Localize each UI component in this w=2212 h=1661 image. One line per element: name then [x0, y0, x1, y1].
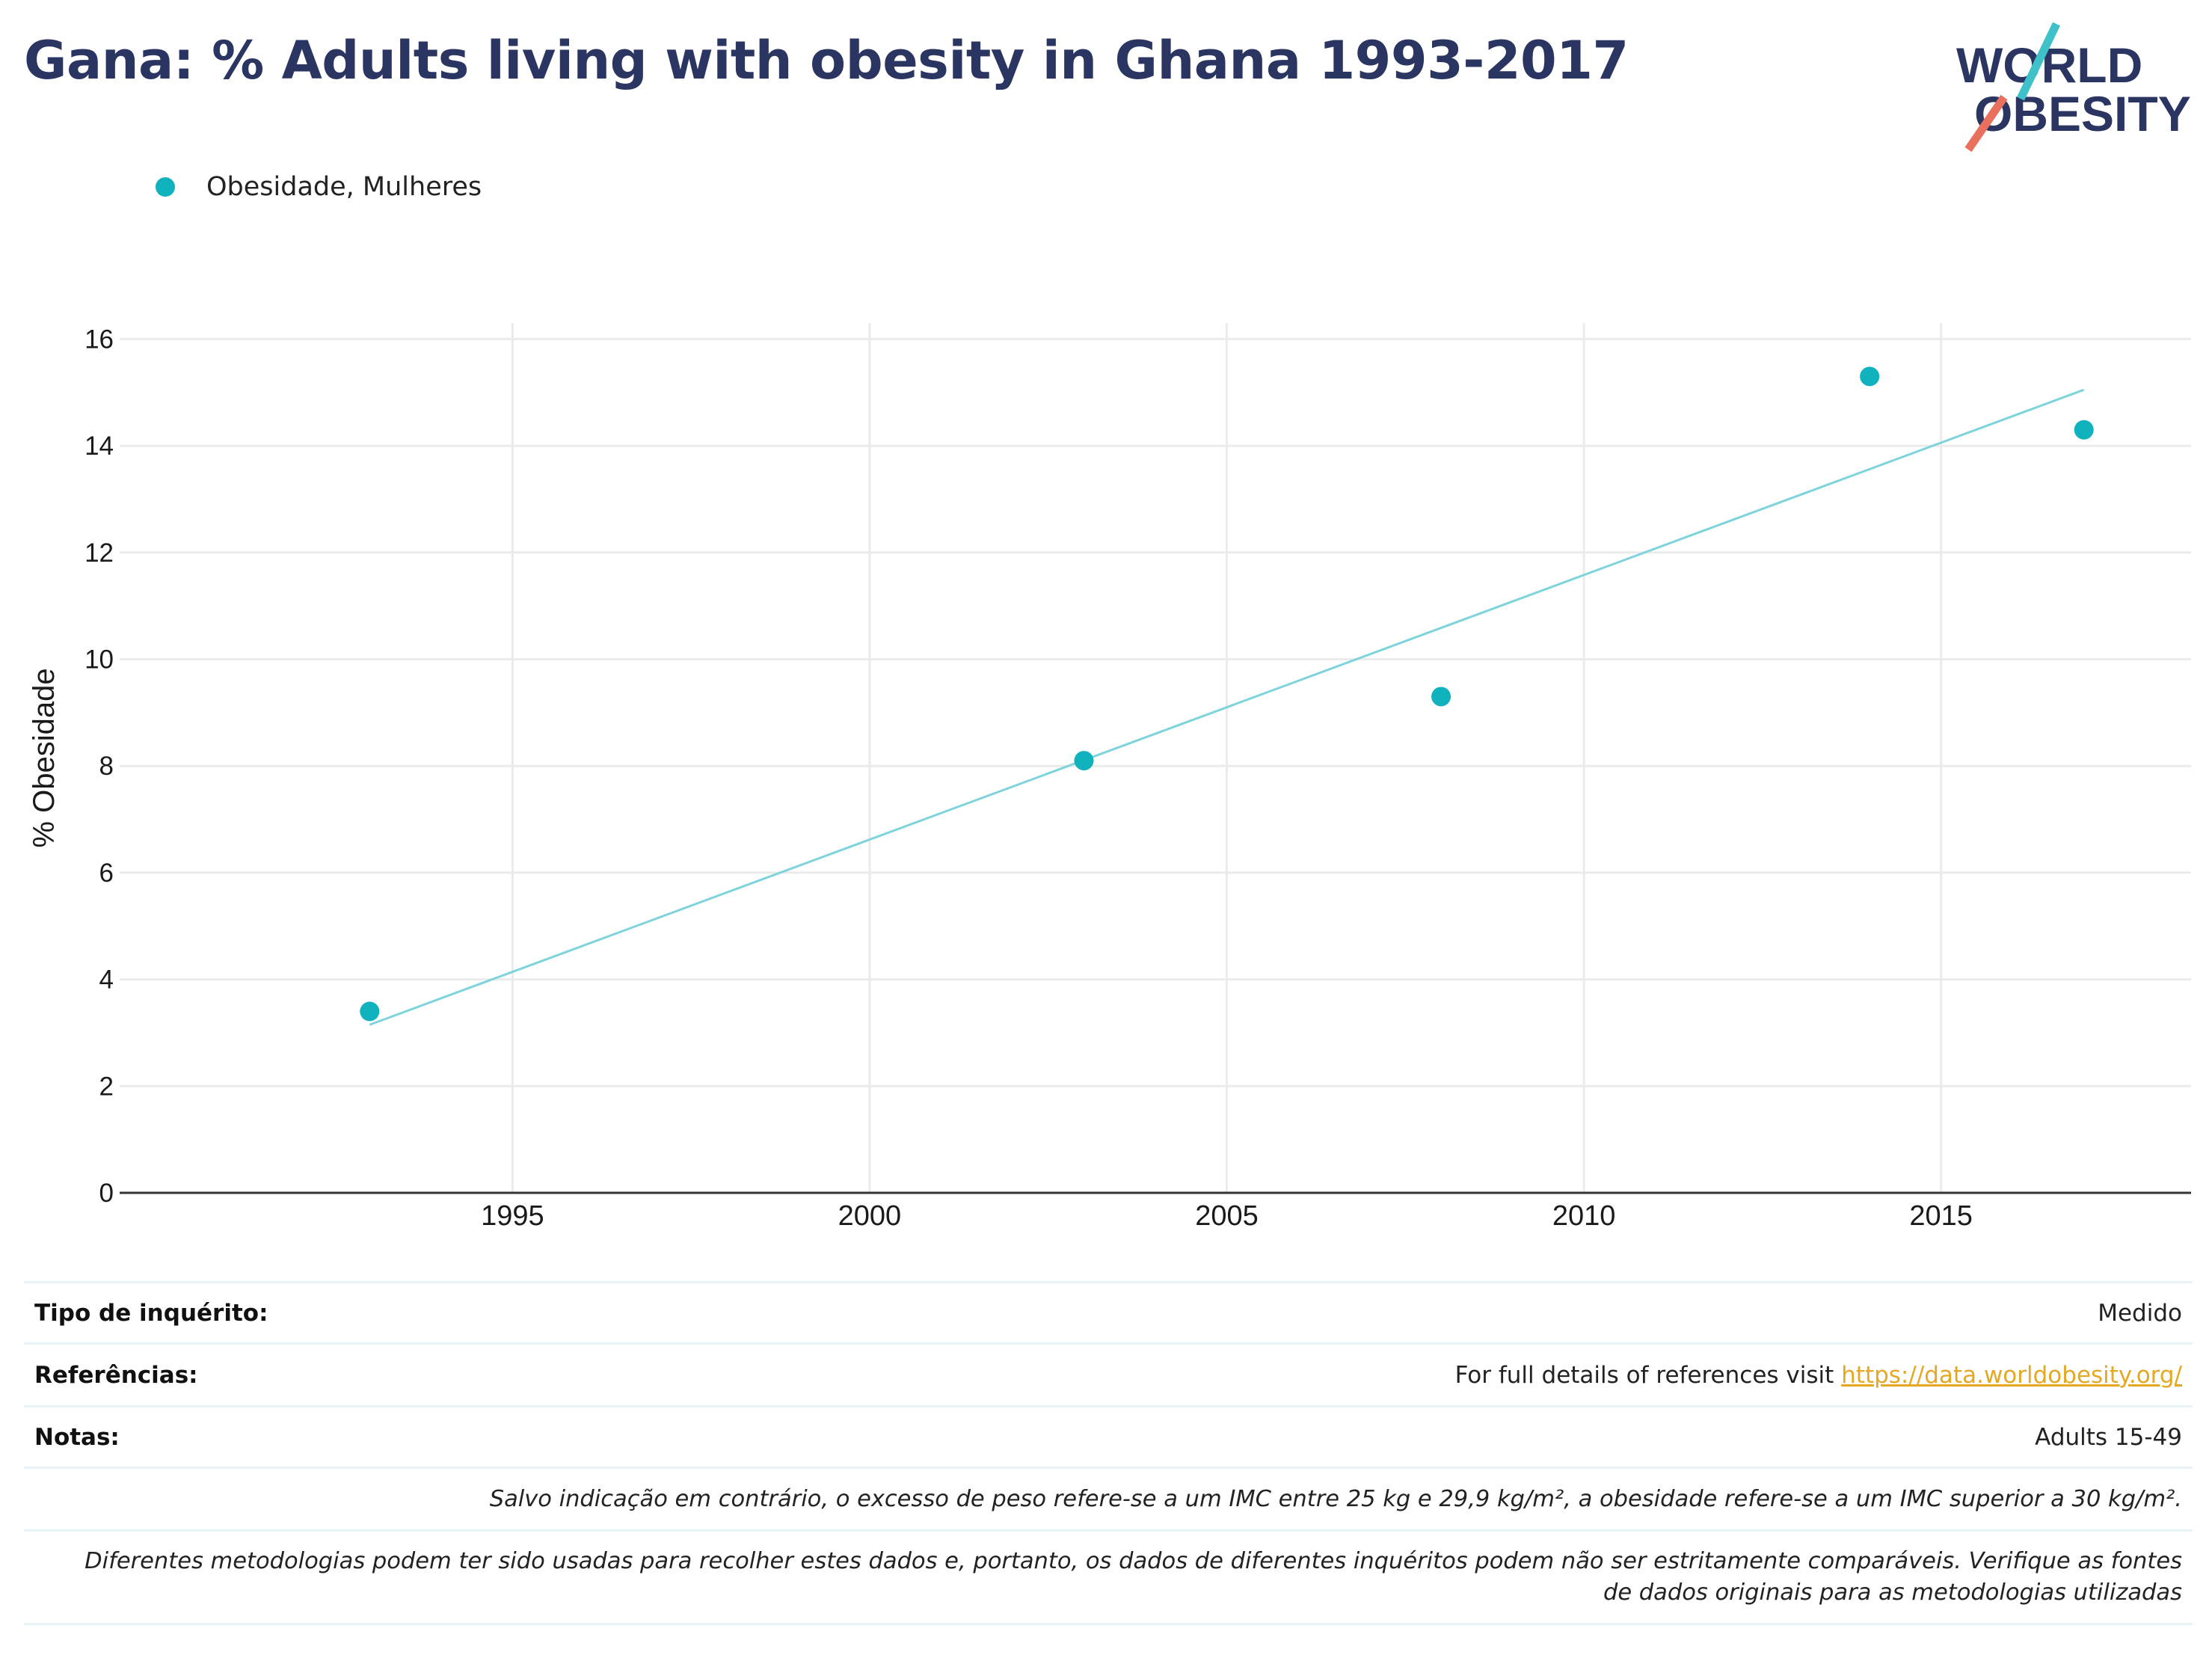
y-tick-label: 2	[99, 1072, 114, 1101]
notes-row: Notas: Adults 15-49	[24, 1405, 2193, 1467]
bmi-note: Salvo indicação em contrário, o excesso …	[489, 1485, 2182, 1512]
methods-note: Diferentes metodologias podem ter sido u…	[34, 1546, 2182, 1609]
y-tick-label: 14	[85, 432, 114, 461]
notes-label: Notas:	[34, 1423, 120, 1451]
references-text: For full details of references visit	[1454, 1361, 1842, 1389]
x-tick-label: 2000	[838, 1200, 902, 1232]
x-tick-label: 2010	[1552, 1200, 1616, 1232]
bmi-note-row: Salvo indicação em contrário, o excesso …	[24, 1467, 2193, 1529]
data-point	[1074, 751, 1094, 771]
methods-note-line-1: Diferentes metodologias podem ter sido u…	[85, 1548, 2182, 1574]
y-tick-label: 10	[85, 645, 114, 675]
data-point	[1431, 687, 1451, 707]
y-tick-label: 4	[99, 965, 114, 995]
chart: 0 2 4 6 8 10 12 14 16 1995 2000 2005 2010 2015 % Obesi…	[28, 323, 2191, 1232]
world-obesity-logo: WORLD OBESITY	[1956, 22, 2191, 153]
svg-text:OBESITY: OBESITY	[1974, 86, 2191, 141]
data-point	[360, 1001, 380, 1022]
references-label: Referências:	[34, 1361, 198, 1389]
legend-label: Obesidade, Mulheres	[206, 172, 482, 202]
references-row: Referências: For full details of referen…	[24, 1342, 2193, 1405]
survey-type-label: Tipo de inquérito:	[34, 1299, 268, 1327]
data-point	[2074, 420, 2094, 440]
references-link[interactable]: https://data.worldobesity.org/	[1841, 1361, 2182, 1389]
y-axis-title: % Obesidade	[28, 668, 61, 847]
legend: Obesidade, Mulheres	[156, 172, 482, 202]
y-tick-label: 12	[85, 538, 114, 568]
methods-note-row: Diferentes metodologias podem ter sido u…	[24, 1529, 2193, 1625]
survey-type-value: Medido	[2098, 1299, 2182, 1327]
y-tick-label: 0	[99, 1179, 114, 1208]
y-tick-label: 6	[99, 859, 114, 888]
survey-type-row: Tipo de inquérito: Medido	[24, 1281, 2193, 1342]
y-tick-label: 16	[85, 325, 114, 354]
x-tick-label: 2005	[1195, 1200, 1259, 1232]
chart-footer: Tipo de inquérito: Medido Referências: F…	[24, 1281, 2193, 1625]
data-point	[1860, 366, 1880, 387]
page-title: Gana: % Adults living with obesity in Gh…	[24, 30, 1629, 91]
legend-marker	[156, 177, 175, 197]
references-value: For full details of references visit htt…	[1455, 1362, 2182, 1389]
methods-note-line-2: de dados originais para as metodologias …	[1603, 1579, 2182, 1606]
x-tick-label: 2015	[1909, 1200, 1973, 1232]
y-tick-label: 8	[99, 752, 114, 781]
trend-line	[369, 388, 2085, 1026]
notes-value: Adults 15-49	[2035, 1423, 2182, 1451]
x-tick-label: 1995	[481, 1200, 544, 1232]
